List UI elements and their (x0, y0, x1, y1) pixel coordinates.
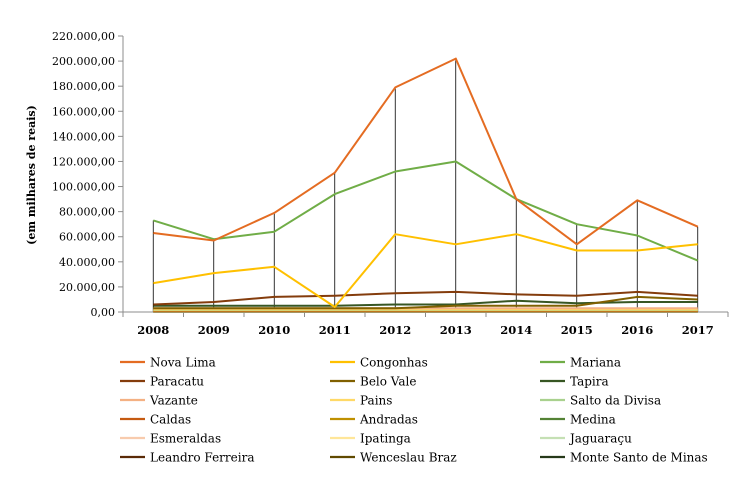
legend: Nova Lima Congonhas Mariana Paracatu Belo Va… (120, 356, 708, 465)
x-tick-label: 2017 (682, 323, 714, 337)
series-line-mariana (153, 160, 699, 262)
x-tick-label: 2015 (561, 323, 593, 337)
legend-label: Nova Lima (150, 356, 216, 370)
x-tick-label: 2014 (500, 323, 532, 337)
x-tick-label: 2012 (379, 323, 411, 337)
y-tick-label: 140.000,00 (52, 130, 115, 143)
series-line-nova-lima (153, 57, 699, 246)
series-line-congonhas (153, 233, 698, 308)
legend-item-ipatinga: Ipatinga (330, 432, 411, 446)
legend-item-salto-da-divisa: Salto da Divisa (540, 394, 661, 408)
x-tick-label: 2013 (440, 323, 472, 337)
series-line-paracatu (153, 290, 698, 306)
legend-item-mariana: Mariana (540, 356, 621, 370)
legend-label: Pains (360, 394, 392, 408)
legend-item-belo-vale: Belo Vale (330, 375, 416, 389)
series-line-belo-vale (153, 295, 698, 310)
legend-label: Paracatu (150, 375, 204, 389)
legend-label: Wenceslau Braz (360, 451, 457, 465)
legend-label: Monte Santo de Minas (570, 451, 708, 465)
x-tick-label: 2016 (621, 323, 653, 337)
legend-label: Congonhas (360, 356, 428, 370)
y-tick-label: 60.000,00 (59, 231, 115, 244)
series-group (153, 57, 699, 313)
y-tick-label: 100.000,00 (52, 181, 115, 194)
y-tick-label: 20.000,00 (59, 281, 115, 294)
legend-label: Jaguaraçu (568, 432, 632, 446)
legend-label: Mariana (570, 356, 621, 370)
legend-label: Vazante (149, 394, 198, 408)
y-tick-label: 160.000,00 (52, 105, 115, 118)
legend-item-esmeraldas: Esmeraldas (120, 432, 221, 446)
x-tick-label: 2008 (137, 323, 169, 337)
legend-item-pains: Pains (330, 394, 392, 408)
legend-item-caldas: Caldas (120, 413, 191, 427)
axes: 0,00 20.000,00 40.000,00 60.000,00 80.000,00… (52, 30, 729, 337)
legend-label: Andradas (359, 413, 418, 427)
legend-item-monte-santo-de-minas: Monte Santo de Minas (540, 451, 708, 465)
legend-label: Belo Vale (360, 375, 416, 389)
y-tick-label: 120.000,00 (52, 155, 115, 168)
x-tick-label: 2010 (258, 323, 290, 337)
y-tick-label: 200.000,00 (52, 55, 115, 68)
y-tick-label: 40.000,00 (59, 256, 115, 269)
legend-label: Ipatinga (360, 432, 411, 446)
y-tick-label: 180.000,00 (52, 80, 115, 93)
legend-item-vazante: Vazante (120, 394, 198, 408)
legend-item-congonhas: Congonhas (330, 356, 428, 370)
legend-item-nova-lima: Nova Lima (120, 356, 216, 370)
legend-item-tapira: Tapira (540, 375, 609, 389)
legend-label: Salto da Divisa (570, 394, 661, 408)
series-line-tapira (153, 299, 698, 307)
drop-lines (152, 58, 699, 312)
legend-label: Leandro Ferreira (150, 451, 254, 465)
x-tick-label: 2011 (319, 323, 351, 337)
legend-label: Caldas (150, 413, 191, 427)
legend-item-medina: Medina (540, 413, 616, 427)
y-tick-label: 0,00 (91, 306, 116, 319)
legend-label: Medina (570, 413, 616, 427)
legend-item-wenceslau-braz: Wenceslau Braz (330, 451, 457, 465)
legend-item-andradas: Andradas (330, 413, 418, 427)
y-tick-label: 220.000,00 (52, 30, 115, 43)
legend-label: Tapira (570, 375, 609, 389)
x-tick-label: 2009 (198, 323, 230, 337)
legend-item-jaguara-u: Jaguaraçu (540, 432, 632, 446)
legend-item-paracatu: Paracatu (120, 375, 204, 389)
y-axis-label: (em milhares de reais) (25, 105, 38, 245)
legend-item-leandro-ferreira: Leandro Ferreira (120, 451, 254, 465)
legend-label: Esmeraldas (150, 432, 221, 446)
y-tick-label: 80.000,00 (59, 206, 115, 219)
